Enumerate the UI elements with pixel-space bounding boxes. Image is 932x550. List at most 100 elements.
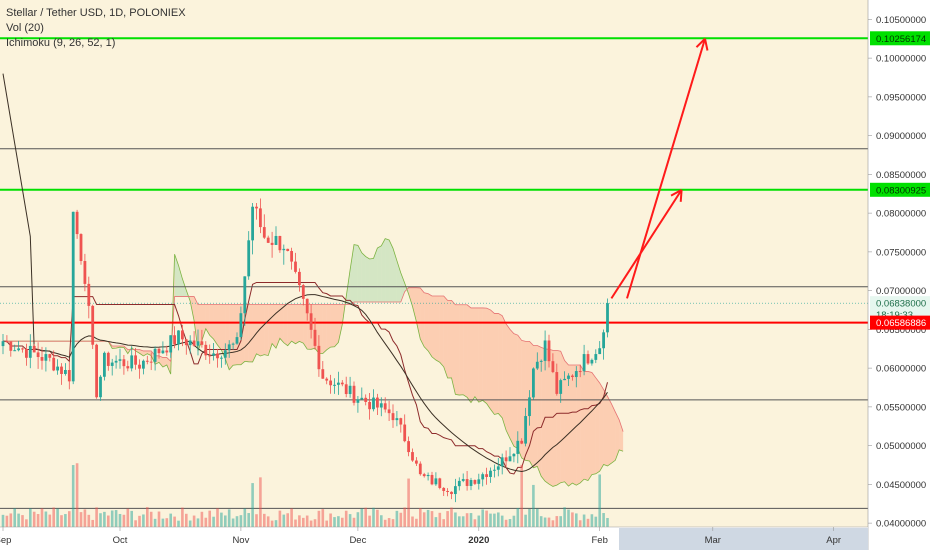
candle-body bbox=[305, 298, 309, 314]
ichimoku-cloud-segment bbox=[478, 307, 483, 403]
volume-bar bbox=[582, 514, 586, 527]
candle-body bbox=[13, 350, 17, 352]
candle-body bbox=[590, 359, 594, 364]
candle-body bbox=[262, 227, 266, 238]
ichimoku-cloud-segment bbox=[162, 357, 167, 367]
volume-bar bbox=[500, 515, 504, 527]
legend-volume: Vol (20) bbox=[6, 22, 44, 34]
candle-body bbox=[278, 235, 282, 251]
volume-bar bbox=[188, 520, 192, 527]
ichimoku-cloud-segment bbox=[537, 345, 542, 477]
ichimoku-cloud-segment bbox=[221, 304, 226, 359]
volume-bar bbox=[259, 477, 262, 527]
candle-body bbox=[574, 371, 578, 378]
candle-body bbox=[321, 369, 325, 379]
ichimoku-cloud-segment bbox=[568, 365, 573, 487]
candle-body bbox=[181, 330, 184, 340]
volume-bar bbox=[489, 513, 492, 527]
volume-bar bbox=[575, 513, 578, 527]
time-tick-label: Oct bbox=[113, 535, 128, 546]
ichimoku-cloud-segment bbox=[474, 307, 479, 403]
time-tick-label: Dec bbox=[349, 535, 366, 546]
price-tick-label: 0.08500000 bbox=[876, 170, 926, 181]
volume-bar bbox=[485, 510, 488, 527]
candle-body bbox=[442, 487, 446, 491]
volume-bar bbox=[563, 507, 566, 527]
candle-body bbox=[450, 491, 453, 495]
candle-body bbox=[21, 348, 24, 350]
volume-bar bbox=[454, 512, 457, 527]
ichimoku-cloud-segment bbox=[603, 389, 608, 466]
volume-bar bbox=[161, 518, 165, 527]
candle-body bbox=[95, 344, 98, 398]
volume-bar bbox=[216, 508, 219, 527]
candle-body bbox=[512, 453, 516, 457]
ichimoku-cloud-segment bbox=[556, 350, 561, 486]
ichimoku-cloud-segment bbox=[159, 355, 163, 367]
volume-bar bbox=[204, 517, 208, 527]
ichimoku-cloud-segment bbox=[248, 304, 253, 362]
volume-bar bbox=[446, 511, 449, 527]
volume-bar bbox=[278, 510, 282, 527]
candle-body bbox=[153, 348, 157, 362]
ichimoku-cloud-segment bbox=[272, 304, 276, 349]
volume-bar bbox=[516, 508, 520, 527]
volume-bar bbox=[364, 507, 367, 527]
ichimoku-cloud-segment bbox=[471, 307, 475, 403]
volume-bar bbox=[169, 513, 172, 527]
ichimoku-cloud-segment bbox=[182, 278, 187, 297]
volume-bar bbox=[60, 515, 63, 527]
candle-body bbox=[563, 378, 566, 381]
candle-body bbox=[333, 384, 336, 386]
legend-ichimoku: Ichimoku (9, 26, 52, 1) bbox=[6, 37, 116, 49]
volume-bar bbox=[87, 514, 91, 527]
ichimoku-cloud-segment bbox=[369, 258, 374, 302]
volume-bar bbox=[32, 511, 36, 527]
price-badge bbox=[870, 31, 930, 46]
ichimoku-cloud-segment bbox=[233, 304, 237, 366]
volume-bar bbox=[130, 510, 133, 527]
candle-body bbox=[110, 362, 114, 366]
candle-body bbox=[247, 240, 251, 277]
ichimoku-cloud-segment bbox=[318, 304, 323, 354]
volume-bar bbox=[528, 508, 531, 527]
volume-bar bbox=[56, 508, 59, 527]
volume-bar bbox=[536, 508, 539, 527]
volume-bar bbox=[380, 515, 383, 527]
ichimoku-cloud-segment bbox=[428, 293, 432, 357]
ichimoku-cloud-segment bbox=[595, 377, 600, 474]
ichimoku-cloud-segment bbox=[439, 295, 444, 367]
volume-bar bbox=[157, 511, 161, 527]
volume-bar bbox=[325, 520, 328, 527]
ichimoku-cloud-segment bbox=[365, 256, 370, 302]
candle-body bbox=[387, 409, 391, 414]
volume-bar bbox=[173, 516, 176, 527]
candle-body bbox=[344, 384, 348, 395]
volume-bar bbox=[317, 510, 321, 527]
candle-body bbox=[313, 329, 317, 346]
volume-bar bbox=[348, 514, 352, 527]
ichimoku-cloud-segment bbox=[432, 295, 436, 361]
candle-body bbox=[223, 350, 227, 358]
price-tick-label: 0.05000000 bbox=[876, 441, 926, 452]
ichimoku-cloud-segment bbox=[482, 307, 487, 404]
candle-body bbox=[438, 478, 442, 488]
candle-body bbox=[547, 340, 551, 362]
volume-bar bbox=[212, 516, 215, 527]
candle-body bbox=[317, 345, 321, 370]
volume-bar bbox=[602, 513, 605, 527]
candle-body bbox=[454, 486, 457, 495]
price-tick-label: 0.09500000 bbox=[876, 92, 926, 103]
volume-bar bbox=[434, 517, 438, 527]
ichimoku-cloud-segment bbox=[147, 350, 152, 356]
volume-bar bbox=[360, 508, 364, 527]
candle-body bbox=[282, 248, 286, 251]
ichimoku-cloud-segment bbox=[607, 396, 612, 466]
price-tick-label: 0.06500000 bbox=[876, 325, 926, 336]
ichimoku-cloud-segment bbox=[494, 313, 499, 415]
candle-body bbox=[255, 206, 258, 209]
volume-bar bbox=[477, 515, 481, 527]
candle-body bbox=[87, 283, 91, 306]
